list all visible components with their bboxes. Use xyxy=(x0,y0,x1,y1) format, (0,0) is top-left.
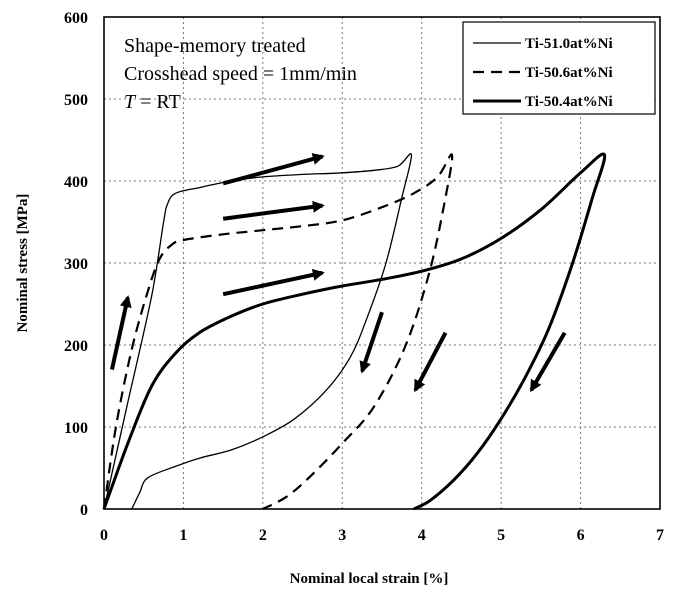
x-tick-label: 6 xyxy=(577,527,585,544)
x-tick-label: 1 xyxy=(179,527,187,544)
x-tick-label: 4 xyxy=(418,527,426,544)
legend-box xyxy=(462,21,656,115)
series-layer xyxy=(102,152,607,511)
y-axis-title: Nominal stress [MPa] xyxy=(15,194,31,333)
annotation-temperature: T = RT xyxy=(124,91,181,113)
x-axis-title: Nominal local strain [%] xyxy=(290,571,449,587)
direction-arrow xyxy=(529,331,567,393)
direction-arrow xyxy=(109,295,132,371)
grid-lines xyxy=(104,17,660,509)
series-line-2 xyxy=(102,153,454,510)
legend-item: Ti-51.0at%Ni xyxy=(473,36,613,52)
direction-arrow xyxy=(222,200,325,221)
x-tick-label: 3 xyxy=(338,527,346,544)
annotation-temperature-value: = RT xyxy=(135,91,181,113)
legend: Ti-51.0at%Ni Ti-50.6at%Ni Ti-50.4at%Ni xyxy=(462,21,656,115)
legend-label: Ti-50.4at%Ni xyxy=(525,94,613,110)
legend-label: Ti-50.6at%Ni xyxy=(525,65,613,81)
y-tick-label: 600 xyxy=(64,10,88,27)
y-tick-label: 100 xyxy=(64,420,88,437)
y-tick-label: 0 xyxy=(80,502,88,519)
legend-label: Ti-51.0at%Ni xyxy=(525,36,613,52)
x-tick-label: 0 xyxy=(100,527,108,544)
y-tick-label: 200 xyxy=(64,338,88,355)
direction-arrow xyxy=(222,153,325,186)
legend-item: Ti-50.4at%Ni xyxy=(473,94,613,110)
y-tick-label: 300 xyxy=(64,256,88,273)
direction-arrows xyxy=(109,153,567,393)
x-tick-label: 2 xyxy=(259,527,267,544)
annotation-temperature-symbol: T xyxy=(124,91,137,113)
annotation-crosshead-speed: Crosshead speed = 1mm/min xyxy=(124,63,357,85)
annotation-treatment: Shape-memory treated xyxy=(124,35,306,57)
y-tick-label: 400 xyxy=(64,174,88,191)
annotation-block: Shape-memory treated Crosshead speed = 1… xyxy=(124,35,357,113)
tick-labels: 0 1 2 3 4 5 6 7 0 100 200 300 400 500 600 xyxy=(64,10,664,544)
x-tick-label: 7 xyxy=(656,527,664,544)
series-line-1 xyxy=(103,153,413,510)
y-tick-label: 500 xyxy=(64,92,88,109)
legend-item: Ti-50.6at%Ni xyxy=(473,65,613,81)
x-tick-label: 5 xyxy=(497,527,505,544)
direction-arrow xyxy=(359,311,384,374)
direction-arrow xyxy=(413,331,448,393)
series-line-3 xyxy=(102,152,607,511)
direction-arrow xyxy=(222,268,325,297)
plot-frame xyxy=(103,16,661,510)
